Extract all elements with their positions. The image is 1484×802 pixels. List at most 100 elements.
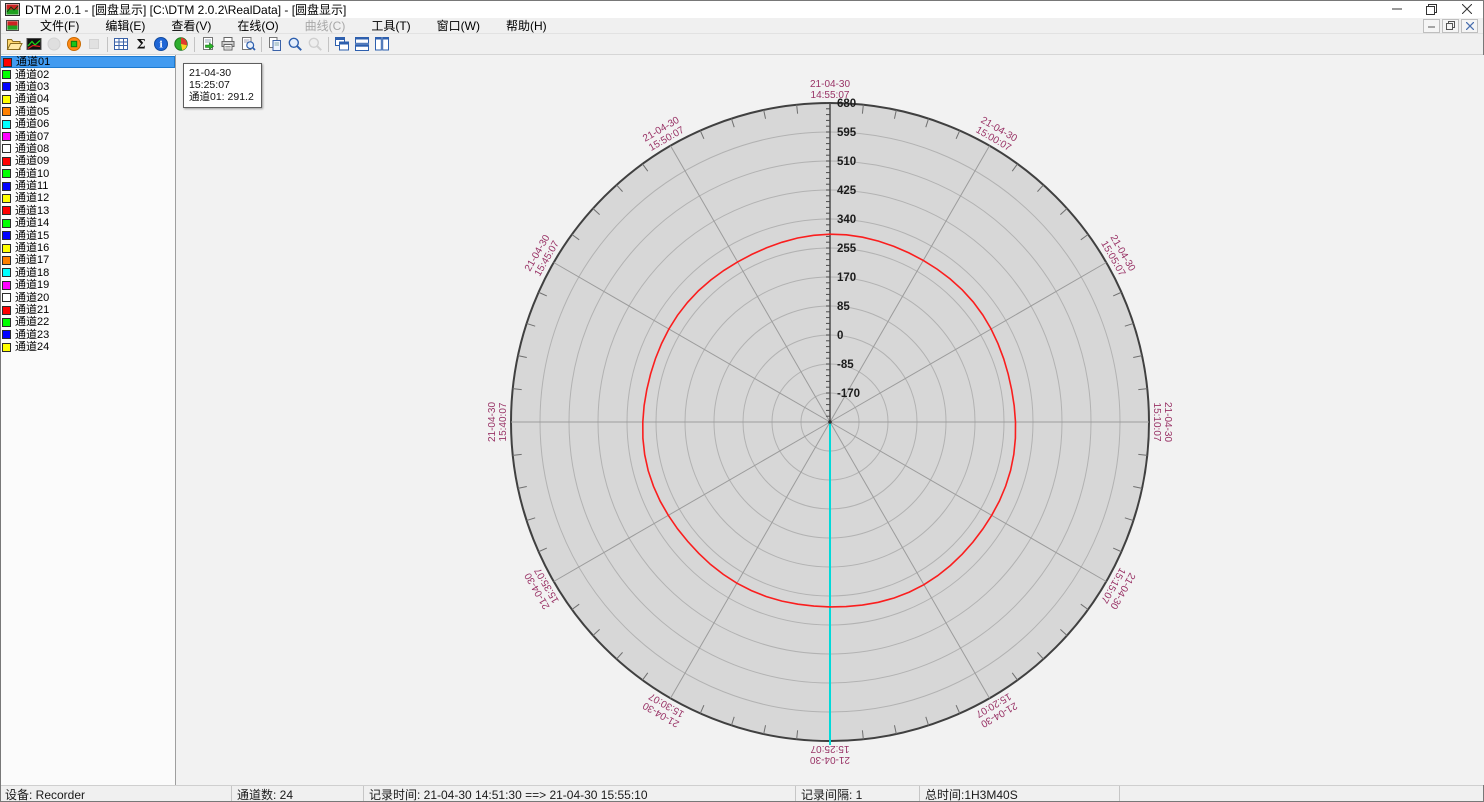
minute-tick — [526, 322, 536, 327]
minute-tick — [796, 104, 799, 114]
time-label-date: 21-04-30 — [810, 79, 850, 90]
channel-label: 通道06 — [15, 118, 50, 131]
channel-label: 通道09 — [15, 155, 50, 168]
axis-tick-label: -85 — [837, 359, 854, 371]
data-table-icon[interactable] — [111, 35, 131, 54]
minute-tick — [512, 388, 522, 391]
menu-items: 文件(F) 编辑(E) 查看(V) 在线(O) 曲线(C) 工具(T) 窗口(W) 帮助(H) — [27, 18, 1423, 34]
channel-item-22[interactable]: 通道22 — [0, 316, 175, 328]
channel-item-11[interactable]: 通道11 — [0, 180, 175, 192]
menu-bar: 文件(F) 编辑(E) 查看(V) 在线(O) 曲线(C) 工具(T) 窗口(W) 帮助(H) — [0, 18, 1484, 34]
menu-item-1[interactable]: 文件(F) — [40, 18, 80, 33]
mdi-close-button[interactable] — [1461, 18, 1478, 33]
series-curve-channel01 — [641, 233, 1017, 608]
channel-label: 通道14 — [15, 217, 50, 230]
channel-item-23[interactable]: 通道23 — [0, 329, 175, 341]
menu-item-8[interactable]: 帮助(H) — [505, 18, 547, 33]
time-label-time: 15:40:07 — [498, 402, 509, 441]
disc-chart-area: 680 595 510 425 340 255 170 85 0 -85 -170 21-04-30 1… — [176, 55, 1484, 785]
channel-label: 通道20 — [15, 291, 50, 304]
channel-item-19[interactable]: 通道19 — [0, 279, 175, 291]
channel-label: 通道11 — [15, 180, 49, 193]
record-icon[interactable] — [64, 35, 84, 54]
close-button[interactable] — [1449, 0, 1484, 18]
channel-item-9[interactable]: 通道09 — [0, 155, 175, 167]
menu-item-4[interactable]: 在线(O) — [237, 18, 279, 33]
zoom-disabled-icon — [305, 35, 325, 54]
print-preview-icon[interactable] — [238, 35, 258, 54]
channel-item-17[interactable]: 通道17 — [0, 254, 175, 266]
channel-color-swatch — [3, 57, 12, 67]
channel-item-7[interactable]: 通道07 — [0, 130, 175, 143]
channel-item-15[interactable]: 通道15 — [0, 229, 175, 242]
mdi-restore-button[interactable] — [1442, 18, 1459, 33]
status-channel-count: 通道数: 24 — [232, 786, 364, 802]
pie-chart-icon[interactable] — [171, 35, 191, 54]
copy-icon[interactable] — [265, 35, 285, 54]
spoke-line — [553, 262, 831, 423]
channel-item-5[interactable]: 通道05 — [0, 106, 175, 118]
channel-color-swatch — [2, 144, 11, 154]
minute-tick — [925, 716, 930, 726]
info-icon[interactable]: i — [151, 35, 171, 54]
minute-tick — [1060, 629, 1068, 636]
minute-tick — [642, 163, 649, 172]
channel-label: 通道17 — [15, 254, 50, 267]
channel-item-8[interactable]: 通道08 — [0, 143, 175, 155]
channel-color-swatch — [2, 94, 11, 104]
channel-item-20[interactable]: 通道20 — [0, 291, 175, 304]
channel-item-18[interactable]: 通道18 — [0, 267, 175, 279]
menu-item-7[interactable]: 窗口(W) — [436, 18, 480, 33]
zoom-icon[interactable] — [285, 35, 305, 54]
axis-tick-label: 340 — [837, 214, 856, 226]
restore-icon — [1426, 3, 1437, 15]
realtime-curve-icon[interactable] — [24, 35, 44, 54]
cascade-windows-icon[interactable] — [332, 35, 352, 54]
channel-label: 通道05 — [15, 105, 50, 118]
time-label-date: 21-04-30 — [810, 754, 850, 765]
minute-tick — [1138, 453, 1148, 456]
channel-item-16[interactable]: 通道16 — [0, 242, 175, 254]
sum-icon[interactable]: Σ — [131, 35, 151, 54]
minute-tick — [616, 184, 623, 192]
channel-item-1[interactable]: 通道01 — [0, 56, 175, 69]
channel-label: 通道22 — [15, 316, 50, 329]
minute-tick — [517, 485, 527, 489]
channel-item-14[interactable]: 通道14 — [0, 217, 175, 229]
tile-horizontal-icon[interactable] — [352, 35, 372, 54]
disc-center-dot — [828, 420, 832, 424]
open-file-icon[interactable] — [4, 35, 24, 54]
polar-disc-chart[interactable]: 680595510425340255170850-85-17021-04-301… — [176, 55, 1484, 785]
restore-icon — [1446, 21, 1455, 30]
minute-tick — [925, 118, 930, 128]
channel-item-4[interactable]: 通道04 — [0, 93, 175, 105]
minute-tick — [1037, 184, 1044, 192]
tooltip-date: 21-04-30 — [189, 67, 232, 79]
channel-item-24[interactable]: 通道24 — [0, 341, 175, 353]
channel-color-swatch — [2, 193, 11, 203]
minute-tick — [1112, 291, 1122, 297]
record-idle-icon — [44, 35, 64, 54]
channel-item-13[interactable]: 通道13 — [0, 205, 175, 217]
axis-tick-label: 425 — [837, 185, 857, 197]
mdi-minimize-button[interactable] — [1423, 18, 1440, 33]
export-icon[interactable] — [198, 35, 218, 54]
menu-item-3[interactable]: 查看(V) — [171, 18, 212, 33]
channel-item-2[interactable]: 通道02 — [0, 68, 175, 81]
menu-item-2[interactable]: 编辑(E) — [105, 18, 146, 33]
tile-vertical-icon[interactable] — [372, 35, 392, 54]
channel-item-3[interactable]: 通道03 — [0, 81, 175, 93]
minute-tick — [955, 704, 961, 714]
minimize-button[interactable] — [1379, 0, 1414, 18]
print-icon[interactable] — [218, 35, 238, 54]
channel-item-21[interactable]: 通道21 — [0, 304, 175, 316]
channel-item-6[interactable]: 通道06 — [0, 118, 175, 130]
channel-item-12[interactable]: 通道12 — [0, 192, 175, 204]
channel-color-swatch — [2, 206, 11, 216]
channel-item-10[interactable]: 通道10 — [0, 168, 175, 180]
minute-tick — [1138, 388, 1148, 391]
minute-tick — [538, 547, 548, 553]
menu-item-6[interactable]: 工具(T) — [371, 18, 411, 33]
restore-button[interactable] — [1414, 0, 1449, 18]
